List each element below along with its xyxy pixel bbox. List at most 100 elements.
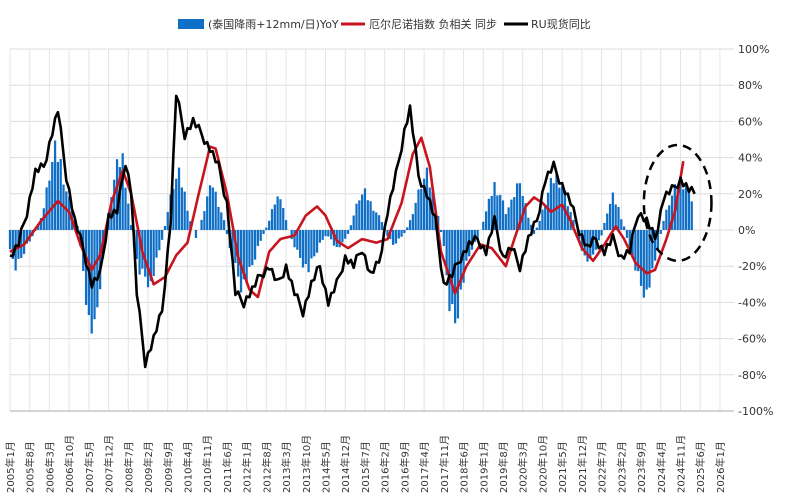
rain-bar xyxy=(417,189,420,230)
rain-bar xyxy=(690,201,693,230)
rain-bar xyxy=(465,230,468,261)
rain-bar xyxy=(301,230,305,268)
rain-bar xyxy=(606,213,609,230)
rain-bar xyxy=(617,206,620,230)
rain-bar xyxy=(160,230,164,240)
rain-bar xyxy=(380,222,383,230)
rain-bar xyxy=(659,230,662,234)
rain-bar xyxy=(555,172,558,230)
grid xyxy=(9,48,734,412)
x-tick-label: 2012年8月 xyxy=(260,441,273,493)
x-tick-label: 2012年1月 xyxy=(241,441,254,493)
rain-bar xyxy=(296,230,299,250)
rain-bar xyxy=(20,230,23,258)
rain-bar xyxy=(48,180,51,230)
rain-bar xyxy=(214,191,217,230)
rain-bar xyxy=(603,222,606,230)
rain-bar xyxy=(152,230,155,277)
x-tick-label: 2011年6月 xyxy=(221,441,234,493)
rain-bar xyxy=(592,230,595,255)
rain-bar xyxy=(653,230,657,261)
rain-bar xyxy=(628,230,631,246)
rain-bar xyxy=(324,230,327,237)
rain-bar xyxy=(549,177,553,230)
rain-bar xyxy=(242,230,245,280)
rain-bar xyxy=(315,230,319,253)
rain-bar xyxy=(639,230,643,286)
rain-bar xyxy=(206,196,209,230)
rain-bar xyxy=(158,230,161,251)
rain-bar xyxy=(361,194,364,230)
rain-bar xyxy=(394,230,398,244)
rain-bar xyxy=(59,159,62,230)
x-tick-label: 2010年4月 xyxy=(181,441,194,493)
legend-enso-label: 厄尔尼诺指数 负相关 同步 xyxy=(369,17,497,31)
rain-bar xyxy=(39,218,43,230)
rain-bar xyxy=(355,203,358,230)
rain-bar xyxy=(662,220,665,230)
rain-bar xyxy=(180,187,183,230)
x-tick-label: 2017年4月 xyxy=(418,441,431,493)
rain-bar xyxy=(265,227,268,230)
rain-bar xyxy=(538,220,541,230)
rain-bar xyxy=(313,230,316,257)
y-tick-label: -40% xyxy=(738,296,766,309)
rain-bar xyxy=(8,230,12,250)
rain-bar xyxy=(600,230,603,236)
x-tick-label: 2005年1月 xyxy=(4,441,17,493)
rain-bar xyxy=(676,187,679,230)
rain-bar xyxy=(611,192,614,230)
rain-bar xyxy=(45,187,48,230)
y-tick-label: -20% xyxy=(738,260,766,273)
x-tick-label: 2008年7月 xyxy=(122,441,135,493)
rain-bar xyxy=(625,230,629,238)
rain-bar xyxy=(121,153,124,230)
rain-bar xyxy=(670,195,674,230)
rain-bar xyxy=(406,227,409,230)
rain-bar xyxy=(248,230,251,267)
y-tick-label: 0% xyxy=(738,224,755,237)
rain-bar xyxy=(403,230,406,234)
rain-bar xyxy=(439,230,443,232)
x-tick-label: 2022年7月 xyxy=(596,441,609,493)
x-tick-label: 2015年7月 xyxy=(359,441,372,493)
x-tick-label: 2021年12月 xyxy=(576,435,589,493)
x-tick-label: 2007年5月 xyxy=(83,441,96,493)
rain-bar xyxy=(637,230,640,272)
rain-bar xyxy=(544,205,547,230)
rain-bar xyxy=(366,200,369,230)
x-tick-label: 2024年4月 xyxy=(655,441,668,493)
rain-bar xyxy=(501,200,505,230)
rain-bar xyxy=(349,225,352,230)
legend-ru-label: RU现货同比 xyxy=(531,17,591,31)
x-tick-label: 2006年10月 xyxy=(63,435,76,493)
x-tick-label: 2018年6月 xyxy=(458,441,471,493)
rain-bar xyxy=(293,230,296,248)
rain-bar xyxy=(186,210,189,230)
rain-bar xyxy=(561,186,564,230)
rain-bar xyxy=(420,188,423,230)
rain-bar xyxy=(270,209,274,230)
rain-bar xyxy=(386,230,389,237)
rain-bar xyxy=(262,230,265,235)
rain-bar xyxy=(51,161,54,230)
rain-bar xyxy=(684,186,688,230)
rain-bar xyxy=(490,195,493,230)
rain-bar xyxy=(239,230,243,293)
x-tick-label: 2019年1月 xyxy=(477,441,490,493)
rain-bar xyxy=(96,230,99,308)
rain-bar xyxy=(113,179,116,230)
highlight-ellipse xyxy=(642,143,713,263)
rain-bar xyxy=(307,230,310,273)
rain-bar xyxy=(327,230,330,237)
rain-bar xyxy=(256,230,260,246)
rain-bar xyxy=(642,230,645,298)
rain-bar xyxy=(273,204,276,230)
rain-bar xyxy=(110,197,113,230)
rain-bar xyxy=(546,192,550,230)
y-tick-label: 20% xyxy=(738,188,762,201)
x-tick-label: 2007年12月 xyxy=(103,435,116,493)
rain-bar xyxy=(172,188,175,230)
rain-bar xyxy=(372,210,375,230)
x-tick-label: 2023年2月 xyxy=(615,441,628,493)
